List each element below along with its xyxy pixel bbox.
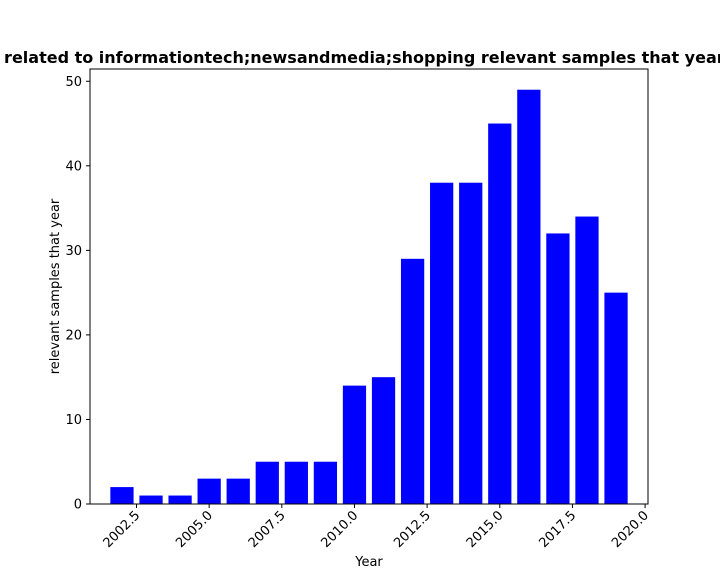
bar-2003	[139, 495, 163, 504]
x-tick-label: 2002.5	[101, 508, 144, 551]
y-tick-label: 0	[74, 498, 82, 513]
bar-2004	[168, 495, 192, 504]
bar-2011	[371, 377, 396, 504]
x-tick-label: 2015.0	[464, 508, 507, 551]
bars-group	[110, 89, 628, 505]
bar-2007	[255, 461, 279, 504]
bar-2018	[575, 216, 599, 504]
x-tick-label: 2007.5	[246, 508, 289, 551]
bar-2006	[226, 478, 250, 504]
bar-2002	[110, 487, 134, 504]
bar-2008	[284, 461, 308, 504]
y-axis-label: relevant samples that year	[48, 198, 63, 374]
plot-frame	[89, 68, 649, 505]
bar-2012	[400, 258, 425, 504]
bar-2009	[313, 461, 338, 504]
y-tick-label: 30	[65, 244, 82, 259]
y-tick-label: 50	[65, 75, 82, 90]
bar-2013	[430, 182, 454, 504]
y-tick-label: 40	[65, 159, 82, 174]
x-tick-label: 2017.5	[536, 508, 579, 551]
x-tick-label: 2010.0	[319, 508, 362, 551]
y-tick-label: 20	[65, 328, 82, 343]
y-axis: 0 10 20 30 40 50	[65, 75, 90, 513]
x-tick-label: 2020.0	[609, 508, 652, 551]
y-tick-label: 10	[65, 413, 82, 428]
bar-2019	[604, 292, 628, 504]
x-axis-label: Year	[354, 555, 383, 570]
chart-title: Citations related to informationtech;new…	[0, 48, 720, 67]
x-axis: 2002.5 2005.0 2007.5 2010.0 2012.5 2015.0 2017…	[101, 504, 652, 551]
bar-2014	[459, 182, 483, 504]
bar-2016	[517, 89, 541, 504]
bar-2010	[342, 385, 367, 504]
bar-2005	[197, 478, 221, 504]
x-tick-label: 2005.0	[173, 508, 216, 551]
bar-2015	[488, 123, 512, 504]
x-tick-label: 2012.5	[391, 508, 434, 551]
bar-2017	[546, 233, 570, 505]
